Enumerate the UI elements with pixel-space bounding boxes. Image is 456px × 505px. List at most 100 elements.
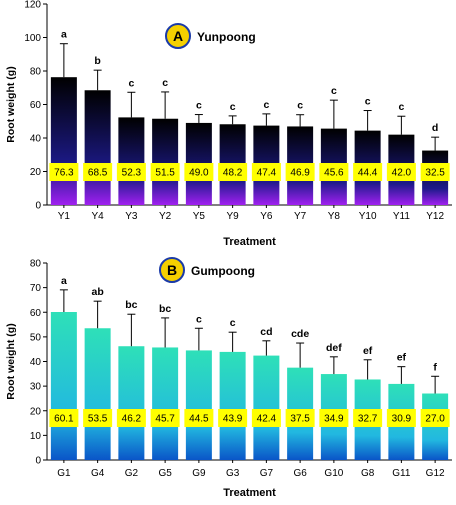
y-tick-label: 80 bbox=[30, 259, 42, 270]
x-tick-label: G7 bbox=[260, 468, 274, 479]
y-tick-label: 80 bbox=[30, 67, 42, 78]
bar bbox=[219, 351, 246, 460]
value-label: 45.7 bbox=[155, 414, 175, 425]
y-axis-label: Root weight (g) bbox=[5, 66, 17, 142]
panel-badge bbox=[165, 23, 191, 49]
value-label: 42.0 bbox=[392, 168, 412, 179]
x-tick-label: Y1 bbox=[58, 211, 71, 222]
panel-letter: A bbox=[173, 28, 183, 44]
bar bbox=[185, 350, 212, 460]
x-tick-label: Y9 bbox=[227, 211, 240, 222]
significance-label: c bbox=[398, 101, 404, 113]
significance-label: c bbox=[331, 85, 337, 97]
y-tick-label: 40 bbox=[30, 134, 42, 145]
significance-label: ef bbox=[397, 352, 407, 364]
bar bbox=[118, 117, 145, 205]
panel-letter: B bbox=[167, 262, 177, 278]
value-label: 46.2 bbox=[122, 414, 142, 425]
value-label-box bbox=[150, 409, 180, 427]
value-label-box bbox=[251, 409, 281, 427]
significance-label: a bbox=[61, 275, 67, 287]
significance-label: ef bbox=[363, 345, 373, 357]
value-label-box bbox=[319, 409, 349, 427]
value-label: 34.9 bbox=[324, 414, 344, 425]
x-axis-label: Treatment bbox=[223, 236, 276, 248]
x-tick-label: Y3 bbox=[125, 211, 138, 222]
value-label-box bbox=[116, 163, 146, 181]
significance-label: c bbox=[196, 313, 202, 325]
value-label: 68.5 bbox=[88, 168, 108, 179]
y-tick-label: 30 bbox=[30, 382, 42, 393]
chart-panel-b: 0 10 20 30 40 50 60 70 80 a 60.1 G1 ab 53.5 G4 bc 46.2 G2… bbox=[5, 257, 452, 499]
y-tick-label: 40 bbox=[30, 357, 42, 368]
value-label-box bbox=[49, 163, 79, 181]
value-label-box bbox=[353, 409, 383, 427]
y-tick-label: 10 bbox=[30, 431, 42, 442]
x-tick-label: G8 bbox=[361, 468, 375, 479]
x-tick-label: G12 bbox=[426, 468, 445, 479]
chart-title: Gumpoong bbox=[191, 264, 255, 278]
value-label-box bbox=[116, 409, 146, 427]
significance-label: cd bbox=[260, 326, 272, 338]
x-tick-label: Y2 bbox=[159, 211, 172, 222]
significance-label: bc bbox=[159, 303, 171, 315]
y-tick-label: 0 bbox=[35, 456, 41, 467]
x-tick-label: G4 bbox=[91, 468, 105, 479]
bar bbox=[152, 347, 179, 460]
y-tick-label: 60 bbox=[30, 100, 42, 111]
significance-label: c bbox=[263, 99, 269, 111]
significance-label: cde bbox=[291, 328, 309, 340]
value-label: 45.6 bbox=[324, 168, 344, 179]
significance-label: bc bbox=[125, 299, 137, 311]
value-label: 30.9 bbox=[392, 414, 412, 425]
value-label-box bbox=[83, 409, 113, 427]
significance-label: b bbox=[94, 55, 100, 67]
value-label-box bbox=[319, 163, 349, 181]
x-tick-label: G5 bbox=[158, 468, 172, 479]
value-label-box bbox=[353, 163, 383, 181]
value-label-box bbox=[184, 409, 214, 427]
x-axis-label: Treatment bbox=[223, 487, 276, 499]
significance-label: c bbox=[365, 96, 371, 108]
significance-label: d bbox=[432, 122, 438, 134]
significance-label: c bbox=[128, 77, 134, 89]
x-tick-label: G2 bbox=[125, 468, 139, 479]
value-label: 76.3 bbox=[54, 168, 74, 179]
value-label: 51.5 bbox=[155, 168, 175, 179]
value-label-box bbox=[150, 163, 180, 181]
value-label: 48.2 bbox=[223, 168, 243, 179]
significance-label: def bbox=[326, 342, 342, 354]
bar bbox=[84, 90, 111, 205]
x-tick-label: Y5 bbox=[193, 211, 206, 222]
bar bbox=[253, 355, 280, 460]
x-tick-label: Y6 bbox=[260, 211, 273, 222]
x-tick-label: Y10 bbox=[359, 211, 377, 222]
bar bbox=[50, 312, 77, 460]
chart-panel-a: 0 20 40 60 80 100 120 a 76.3 Y1 b 68.5 Y4 c 52.3 Y3 c 51.… bbox=[5, 0, 452, 248]
chart-title: Yunpoong bbox=[197, 30, 256, 44]
significance-label: ab bbox=[91, 286, 103, 298]
value-label-box bbox=[184, 163, 214, 181]
value-label: 46.9 bbox=[290, 168, 310, 179]
value-label-box bbox=[386, 163, 416, 181]
value-label-box bbox=[83, 163, 113, 181]
value-label: 52.3 bbox=[122, 168, 142, 179]
panel-badge bbox=[159, 257, 185, 283]
x-tick-label: Y8 bbox=[328, 211, 341, 222]
x-tick-label: G1 bbox=[57, 468, 71, 479]
value-label: 42.4 bbox=[257, 414, 277, 425]
value-label-box bbox=[420, 163, 450, 181]
bar bbox=[50, 77, 77, 205]
x-tick-label: Y7 bbox=[294, 211, 307, 222]
value-label-box bbox=[251, 163, 281, 181]
bar bbox=[118, 346, 145, 460]
value-label: 53.5 bbox=[88, 414, 108, 425]
y-tick-label: 0 bbox=[35, 201, 41, 212]
x-tick-label: G10 bbox=[324, 468, 343, 479]
x-tick-label: G9 bbox=[192, 468, 206, 479]
bar bbox=[84, 328, 111, 460]
x-tick-label: Y12 bbox=[426, 211, 444, 222]
y-axis-label: Root weight (g) bbox=[5, 323, 17, 399]
significance-label: c bbox=[196, 100, 202, 112]
